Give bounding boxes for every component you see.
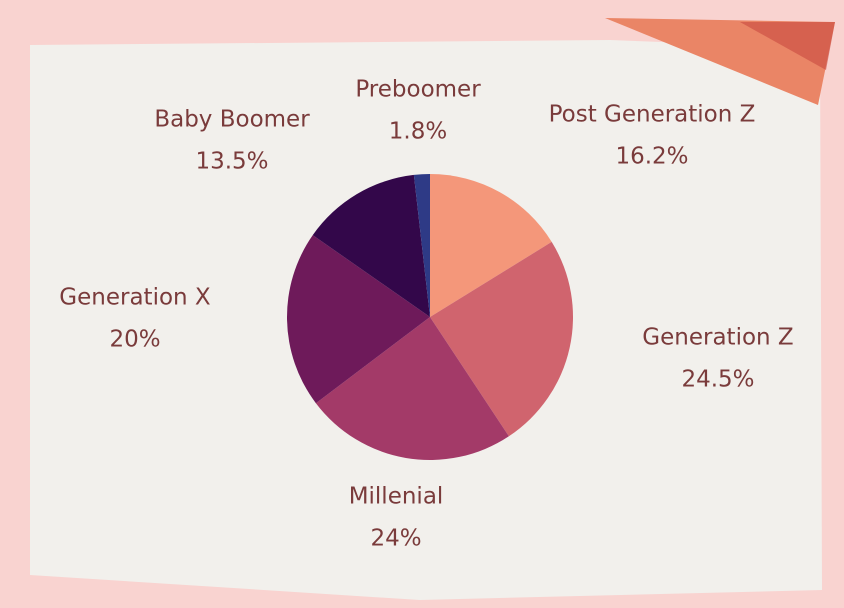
slice-label: Preboomer (355, 77, 481, 103)
value-label: 1.8% (389, 119, 447, 145)
value-label: 24.5% (681, 367, 754, 393)
value-label: 16.2% (615, 144, 688, 170)
pie-slice (315, 317, 509, 460)
slice-label: Post Generation Z (549, 102, 756, 128)
slice-label: Generation X (59, 285, 211, 311)
pie-slice (430, 241, 573, 437)
value-label: 20% (109, 327, 160, 353)
slice-label: Millenial (349, 484, 444, 510)
slice-label: Generation Z (642, 325, 793, 351)
value-label: 24% (370, 526, 421, 552)
value-label: 13.5% (195, 149, 268, 175)
corner-shade (740, 22, 835, 70)
slice-label: Baby Boomer (154, 107, 310, 133)
pie-slice (312, 174, 430, 317)
pie-slice (430, 174, 552, 317)
pie-slice (413, 174, 430, 317)
pie-slice (287, 235, 430, 404)
